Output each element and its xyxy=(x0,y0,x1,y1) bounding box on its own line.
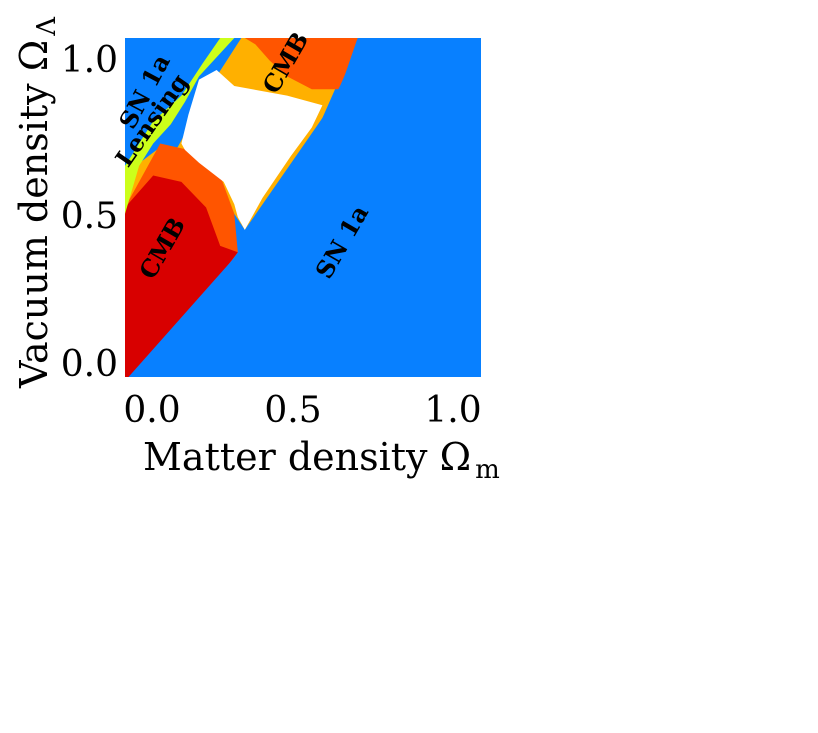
x-axis-label-subscript: m xyxy=(475,455,500,485)
y-tick-label: 0.5 xyxy=(61,196,118,237)
y-tick-label: 0.0 xyxy=(61,344,118,385)
region-cmb xyxy=(125,175,238,377)
region-sn-1a-lower xyxy=(128,38,481,377)
x-tick-label: 0.5 xyxy=(264,390,321,431)
region-allowed xyxy=(181,70,323,230)
y-axis-label-text: Vacuum density Ω xyxy=(12,40,56,389)
y-axis-label: Vacuum density Ω Λ xyxy=(12,16,62,389)
y-tick-label: 1.0 xyxy=(61,40,118,81)
region-cmb-mid xyxy=(244,38,358,90)
x-axis-label-text: Matter density Ω xyxy=(143,435,471,479)
plot-area xyxy=(125,38,481,377)
y-axis-label-subscript: Λ xyxy=(32,16,62,37)
x-tick-label: 0.0 xyxy=(123,390,180,431)
x-tick-label: 1.0 xyxy=(424,390,481,431)
